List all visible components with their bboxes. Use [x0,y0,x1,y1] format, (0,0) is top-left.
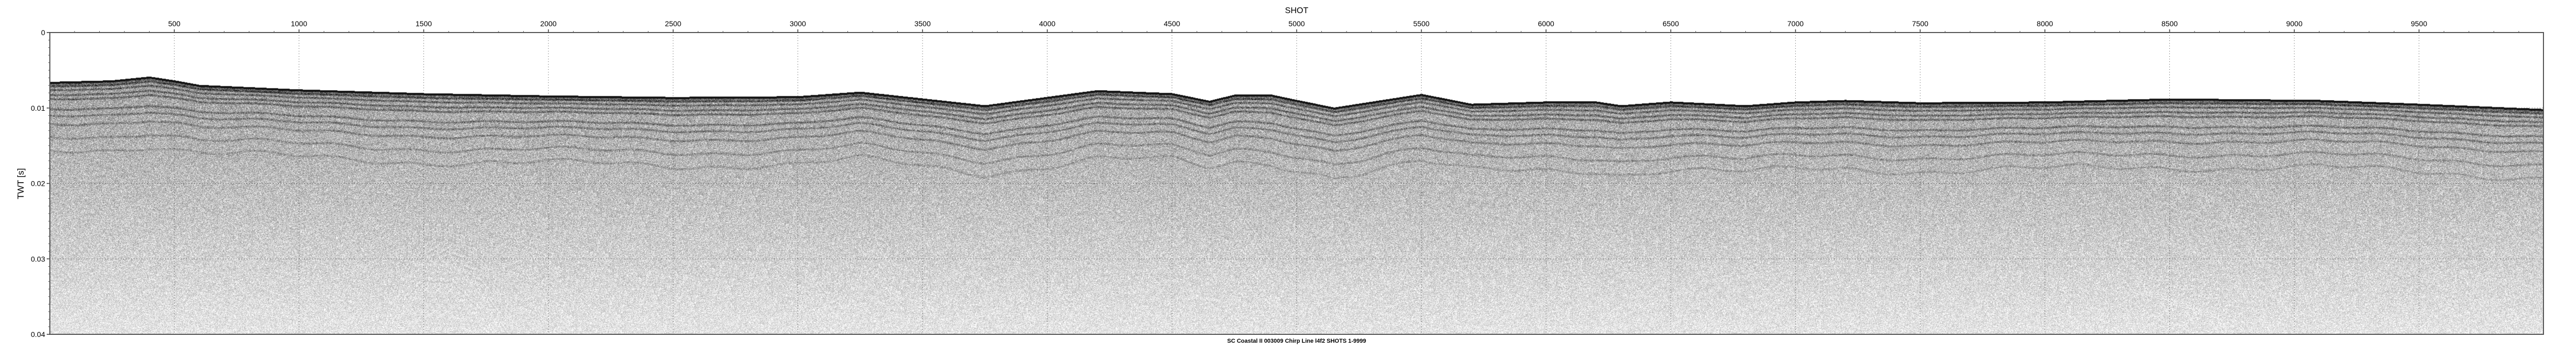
x-tick-label: 7500 [1912,19,1928,28]
x-tick-label: 2500 [665,19,681,28]
x-tick-label: 6000 [1538,19,1554,28]
x-tick-label: 4000 [1039,19,1055,28]
x-tick-label: 3000 [790,19,806,28]
x-tick-label: 9000 [2286,19,2303,28]
x-tick-label: 1500 [416,19,432,28]
x-tick-label: 3500 [914,19,930,28]
x-tick-label: 8000 [2037,19,2053,28]
x-tick-label: 9500 [2411,19,2427,28]
x-tick-label: 8500 [2161,19,2178,28]
y-axis-title: TWT [s] [16,168,26,199]
y-tick-label: 0.01 [31,104,45,112]
x-axis-title: SHOT [1285,6,1309,15]
x-tick-label: 500 [168,19,181,28]
x-tick-label: 7000 [1787,19,1804,28]
x-tick-label: 2000 [540,19,557,28]
x-tick-label: 1000 [291,19,307,28]
x-tick-label: 5500 [1413,19,1429,28]
x-tick-label: 6500 [1662,19,1679,28]
chart-caption: SC Coastal II 003009 Chirp Line l4f2 SHO… [1227,338,1366,344]
y-tick-label: 0 [41,28,45,37]
x-tick-label: 4500 [1164,19,1180,28]
x-tick-label: 5000 [1288,19,1305,28]
y-tick-label: 0.04 [31,330,45,339]
y-tick-label: 0.02 [31,180,45,188]
y-tick-label: 0.03 [31,255,45,263]
